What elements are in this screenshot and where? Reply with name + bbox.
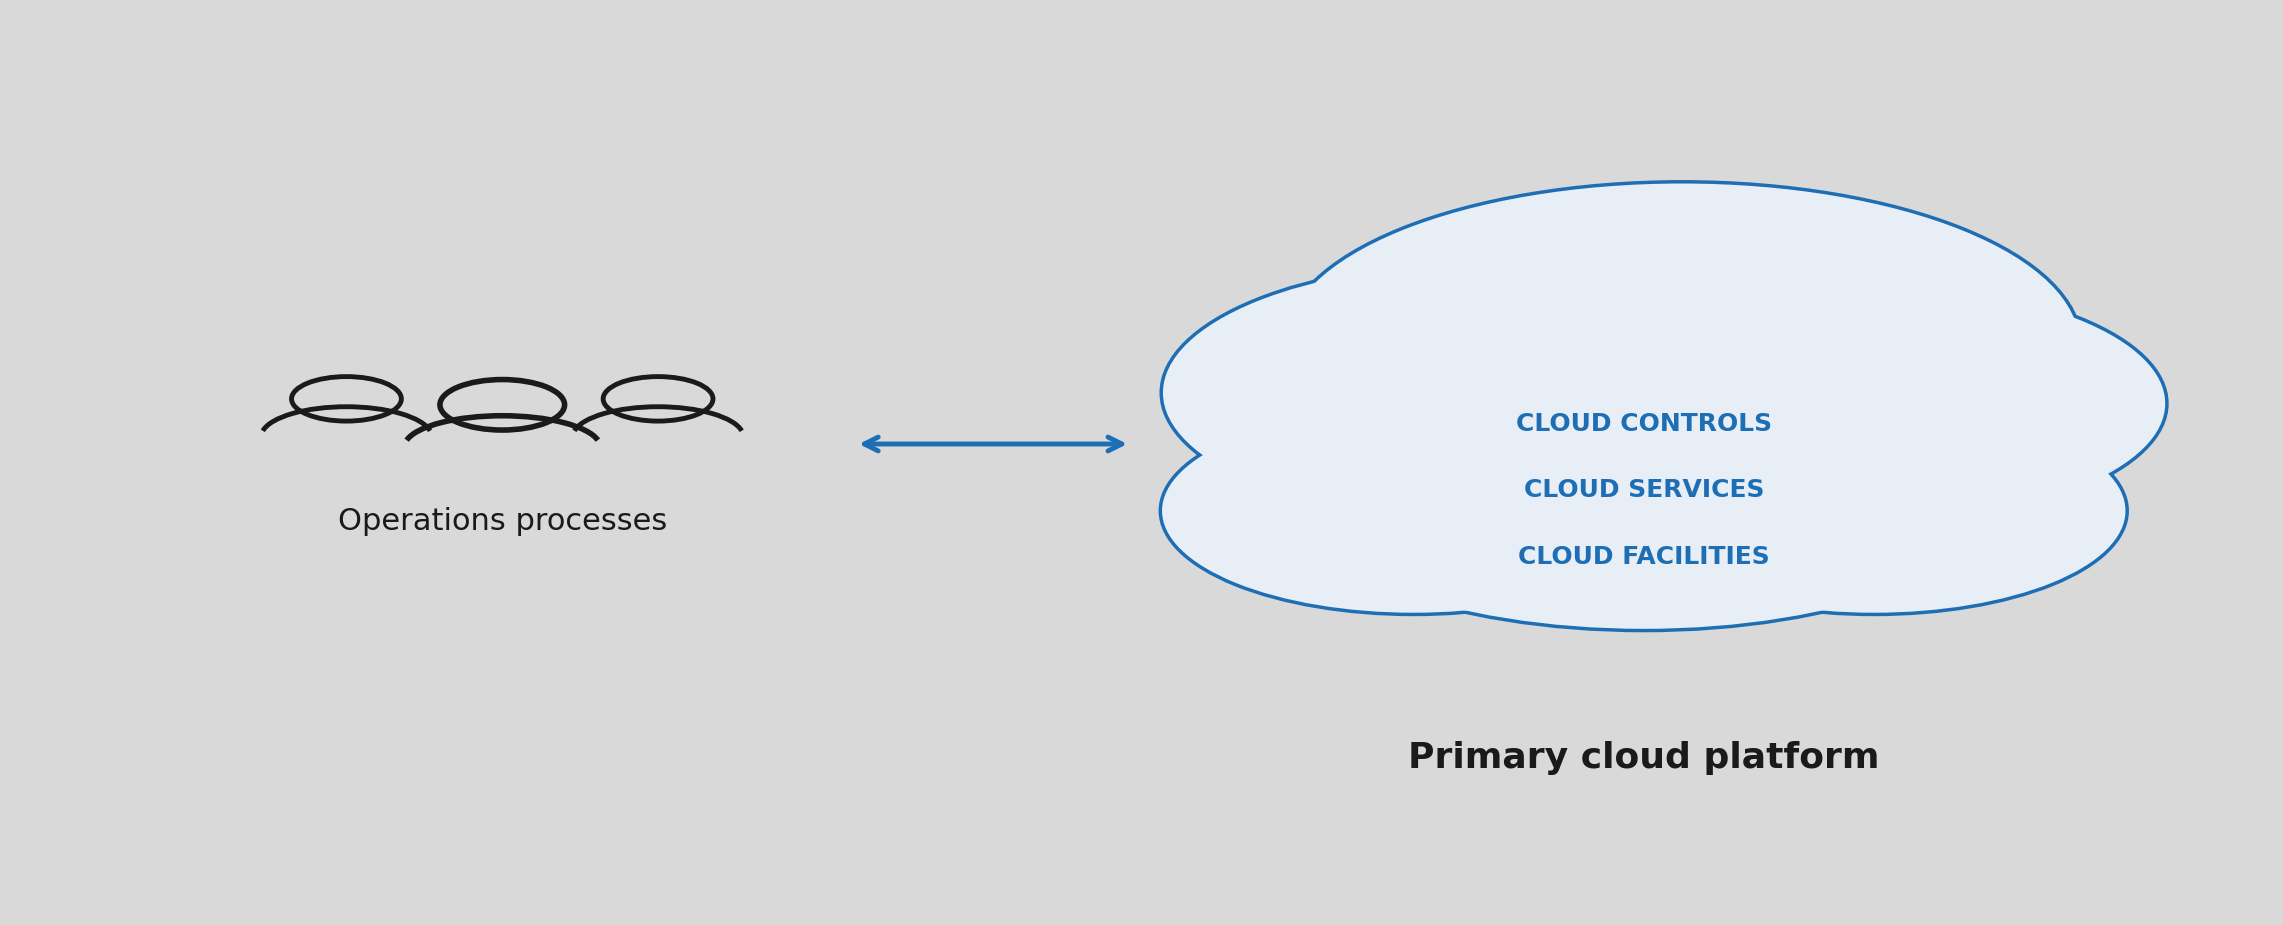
Circle shape [1162,264,1799,522]
Circle shape [1162,409,1664,612]
Ellipse shape [1283,350,2002,629]
Text: Primary cloud platform: Primary cloud platform [1409,741,1879,775]
Circle shape [1285,183,2080,505]
Text: CLOUD FACILITIES: CLOUD FACILITIES [1518,545,1769,569]
Text: Operations processes: Operations processes [338,507,667,536]
Ellipse shape [1283,350,2002,629]
Circle shape [1623,409,2125,612]
Circle shape [1162,264,1799,522]
Circle shape [1162,409,1664,612]
Circle shape [1623,409,2125,612]
Circle shape [1582,286,2164,522]
Circle shape [1285,183,2080,505]
Text: CLOUD SERVICES: CLOUD SERVICES [1523,478,1765,502]
Text: CLOUD CONTROLS: CLOUD CONTROLS [1516,412,1772,436]
Circle shape [1582,286,2164,522]
